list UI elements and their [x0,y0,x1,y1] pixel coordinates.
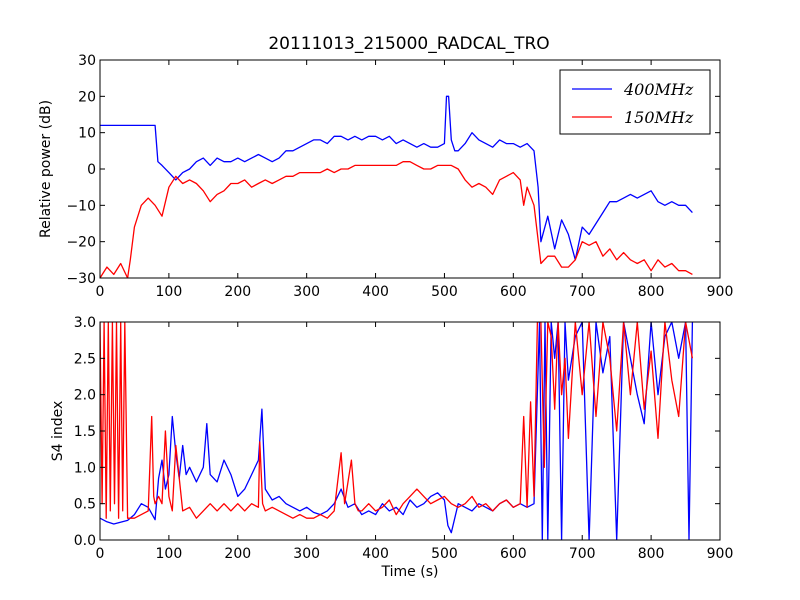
power-xtick-label: 500 [431,284,458,300]
s4-ytick-label: 1.0 [74,460,96,476]
power-ytick-label: 20 [78,89,96,105]
s4-series-150mhz [100,322,694,519]
s4-xtick-label: 500 [431,546,458,562]
power-ytick-label: −10 [66,198,96,214]
power-xtick-label: 200 [224,284,251,300]
power-ytick-label: −20 [66,235,96,251]
legend-box [559,69,711,135]
power-series-150mhz [100,161,693,278]
power-ytick-label: 10 [78,126,96,142]
power-xtick-label: 400 [362,284,389,300]
power-ytick-label: 0 [87,162,96,178]
power-xtick-label: 700 [569,284,596,300]
figure-title: 20111013_215000_RADCAL_TRO [268,34,549,54]
s4-xtick-label: 300 [293,546,320,562]
s4-series-group [100,322,694,540]
power-ytick-label: −30 [66,271,96,287]
power-xtick-label: 900 [707,284,734,300]
power-plot: 0 100 200 300 400 500 600 700 800 900 −30 −20 −10 0 10… [38,53,733,300]
power-xtick-label: 300 [293,284,320,300]
s4-xtick-label: 900 [707,546,734,562]
s4-xtick-label: 100 [156,546,183,562]
legend: 400MHz 150MHz [559,69,711,135]
power-series-400mhz [100,95,693,261]
s4-ytick-label: 3.0 [74,315,96,331]
power-ytick-label: 30 [78,53,96,69]
s4-xtick-label: 0 [96,546,105,562]
s4-xtick-label: 200 [224,546,251,562]
legend-label-400mhz: 400MHz [623,80,694,99]
s4-xtick-label: 600 [500,546,527,562]
s4-ytick-label: 2.5 [74,351,96,367]
s4-ytick-label: 0.5 [74,497,96,513]
s4-plot: 0 100 200 300 400 500 600 700 800 900 0.0 0.5 1.0 1.5… [50,315,733,580]
s4-ytick-label: 1.5 [74,424,96,440]
s4-ytick-label: 2.0 [74,388,96,404]
power-ylabel: Relative power (dB) [38,100,54,238]
s4-xtick-label: 800 [638,546,665,562]
s4-series-400mhz [100,322,694,540]
power-ticks: 0 100 200 300 400 500 600 700 800 900 −30 −20 −10 0 10… [66,53,733,300]
s4-xtick-label: 700 [569,546,596,562]
s4-ytick-label: 0.0 [74,533,96,549]
power-series-group [100,95,693,278]
power-plot-frame [99,59,721,279]
s4-xlabel: Time (s) [381,564,439,580]
power-xtick-label: 100 [156,284,183,300]
power-xtick-label: 0 [96,284,105,300]
s4-ylabel: S4 index [50,401,66,462]
s4-xtick-label: 400 [362,546,389,562]
power-xtick-label: 800 [638,284,665,300]
s4-plot-frame [99,321,721,541]
legend-label-150mhz: 150MHz [624,108,694,127]
power-xtick-label: 600 [500,284,527,300]
